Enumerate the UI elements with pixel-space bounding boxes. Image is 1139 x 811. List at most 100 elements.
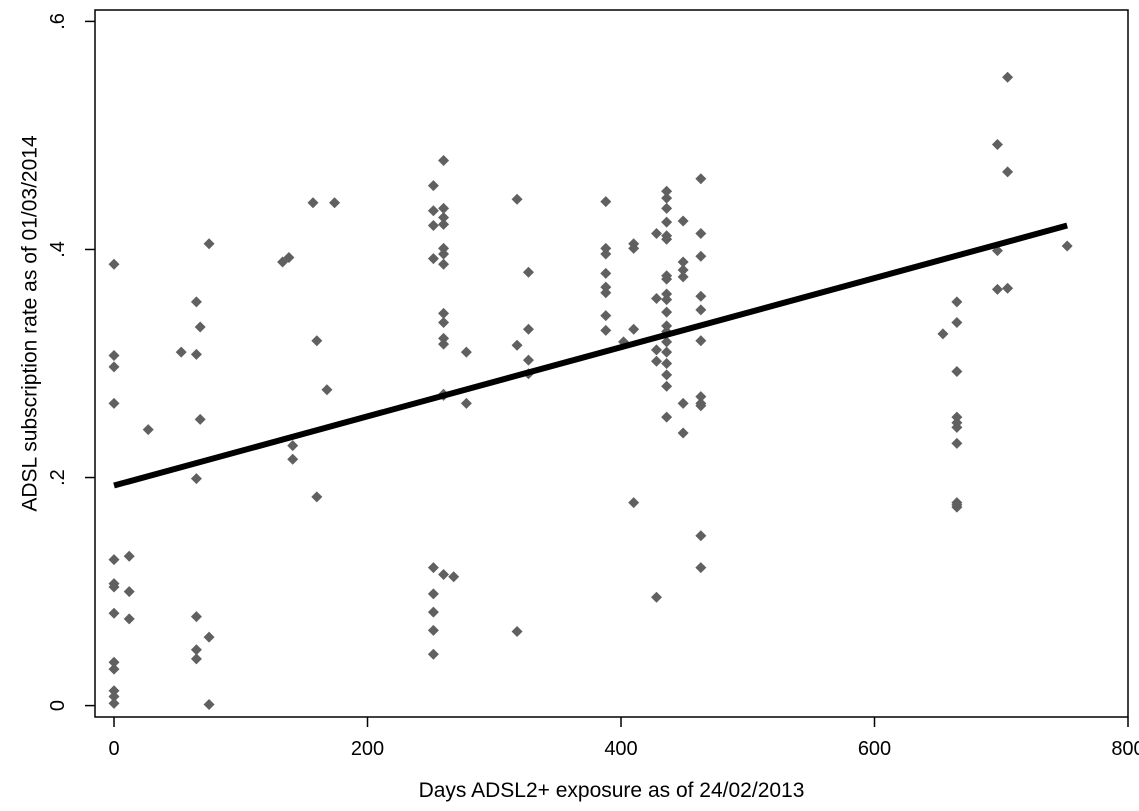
data-point (951, 437, 963, 449)
data-point (108, 685, 120, 697)
data-point (951, 316, 963, 328)
data-point (190, 296, 202, 308)
data-point (661, 233, 673, 245)
data-point (283, 251, 295, 263)
data-point (695, 228, 707, 240)
x-axis-title: Days ADSL2+ exposure as of 24/02/2013 (419, 779, 805, 802)
data-point (951, 421, 963, 433)
data-point (190, 611, 202, 623)
data-point (600, 242, 612, 254)
x-tick-label: 600 (858, 738, 891, 760)
data-point (600, 248, 612, 260)
data-point (427, 562, 439, 574)
data-point (661, 358, 673, 369)
data-point (1002, 166, 1014, 178)
data-point (522, 266, 534, 278)
data-point (427, 606, 439, 618)
data-point (311, 335, 323, 347)
data-point (511, 625, 523, 637)
data-point (427, 180, 439, 192)
data-point (123, 613, 135, 625)
data-point (190, 653, 202, 665)
data-point (438, 338, 450, 350)
data-point (108, 697, 120, 709)
data-point (321, 384, 333, 396)
data-point (108, 350, 120, 362)
data-point (951, 501, 963, 513)
data-point (628, 242, 640, 254)
data-point (661, 288, 673, 300)
data-point (511, 339, 523, 351)
plot-frame (94, 9, 1129, 718)
data-point (287, 440, 299, 452)
data-point (522, 354, 534, 366)
data-point (427, 220, 439, 232)
data-point (695, 400, 707, 412)
y-tick-label: .2 (47, 469, 69, 486)
data-point (650, 355, 662, 367)
data-point (142, 424, 154, 436)
data-point (661, 380, 673, 392)
data-point (650, 591, 662, 603)
data-point (108, 663, 120, 675)
data-point (438, 258, 450, 270)
data-point (307, 197, 319, 209)
data-point (650, 293, 662, 305)
data-point (190, 473, 202, 485)
data-point (695, 173, 707, 185)
data-point (951, 365, 963, 377)
data-point (661, 320, 673, 332)
data-point (661, 192, 673, 204)
data-point (203, 238, 215, 250)
points-layer (108, 71, 1073, 710)
x-tick-label: 0 (108, 738, 119, 760)
data-point (123, 586, 135, 598)
data-point (695, 562, 707, 574)
data-point (677, 264, 689, 276)
data-point (438, 332, 450, 344)
data-point (695, 335, 707, 347)
data-point (661, 185, 673, 197)
data-point (600, 287, 612, 299)
data-point (448, 571, 460, 583)
data-point (438, 242, 450, 254)
data-point (1061, 240, 1073, 252)
data-point (460, 397, 472, 409)
data-point (1002, 71, 1014, 83)
data-point (460, 346, 472, 358)
data-point (600, 281, 612, 293)
data-point (108, 607, 120, 619)
data-point (438, 316, 450, 328)
data-point (661, 306, 673, 318)
data-point (695, 304, 707, 316)
data-point (190, 348, 202, 360)
data-point (522, 323, 534, 335)
data-point (600, 267, 612, 279)
data-point (937, 328, 949, 340)
data-point (427, 588, 439, 600)
data-point (661, 411, 673, 423)
data-point (695, 250, 707, 262)
x-tick-label: 200 (351, 738, 384, 760)
data-point (600, 310, 612, 322)
data-point (695, 290, 707, 302)
data-point (661, 216, 673, 228)
data-point (628, 497, 640, 509)
data-point (438, 202, 450, 214)
data-point (661, 346, 673, 358)
data-point (600, 196, 612, 208)
data-point (600, 324, 612, 336)
x-tick-label: 800 (1111, 738, 1139, 760)
data-point (438, 307, 450, 319)
data-point (108, 690, 120, 702)
y-axis: 0 .2 .4 .6 (47, 13, 95, 711)
y-axis-title: ADSL subscription rate as of 01/03/2014 (19, 135, 42, 512)
data-point (695, 530, 707, 542)
data-point (123, 550, 135, 562)
data-point (438, 155, 450, 167)
data-point (329, 197, 341, 209)
data-point (677, 256, 689, 268)
data-point (661, 369, 673, 381)
